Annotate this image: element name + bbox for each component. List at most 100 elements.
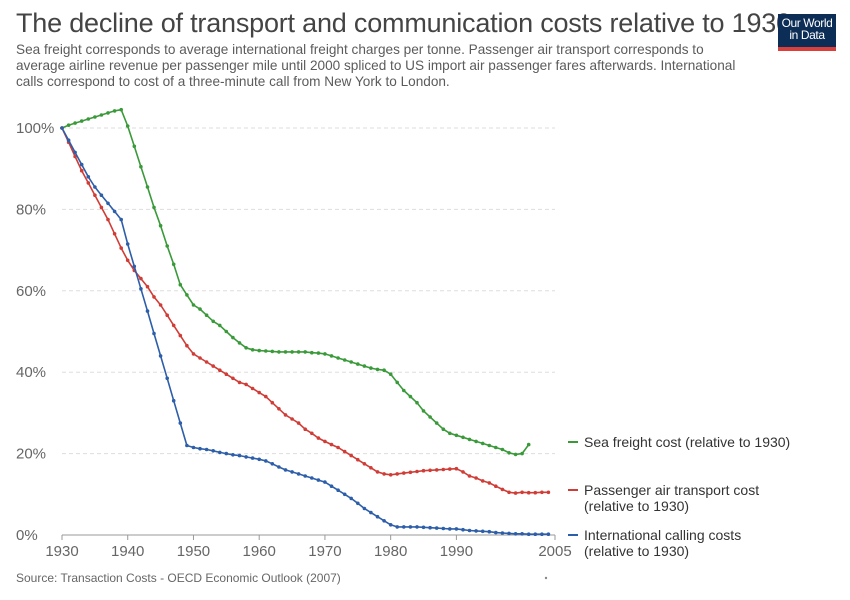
source-note[interactable]: Source: Transaction Costs - OECD Economi…	[16, 571, 341, 585]
data-point[interactable]	[257, 457, 262, 462]
data-point[interactable]	[349, 453, 354, 458]
data-point[interactable]	[86, 117, 91, 121]
data-point[interactable]	[125, 258, 130, 263]
data-point[interactable]	[178, 421, 183, 425]
data-point[interactable]	[185, 293, 189, 297]
data-point[interactable]	[211, 364, 215, 368]
data-point[interactable]	[283, 413, 288, 417]
data-point[interactable]	[434, 468, 439, 472]
data-point[interactable]	[191, 445, 196, 450]
data-point[interactable]	[441, 467, 446, 472]
data-point[interactable]	[474, 529, 478, 533]
data-point[interactable]	[349, 496, 354, 501]
data-point[interactable]	[86, 181, 91, 185]
data-point[interactable]	[112, 232, 117, 236]
data-point[interactable]	[428, 415, 432, 419]
data-point[interactable]	[454, 527, 459, 531]
data-point[interactable]	[119, 246, 123, 250]
data-point[interactable]	[185, 343, 189, 348]
data-point[interactable]	[513, 452, 518, 457]
data-point[interactable]	[158, 354, 163, 358]
data-point[interactable]	[211, 319, 215, 324]
legend-label[interactable]: Sea freight cost (relative to 1930)	[584, 434, 790, 450]
data-point[interactable]	[421, 525, 426, 530]
data-point[interactable]	[165, 313, 169, 318]
data-point[interactable]	[119, 217, 123, 222]
data-point[interactable]	[171, 262, 176, 267]
data-point[interactable]	[250, 348, 255, 352]
data-point[interactable]	[310, 476, 314, 480]
data-point[interactable]	[362, 364, 367, 368]
data-point[interactable]	[198, 446, 202, 451]
data-point[interactable]	[441, 526, 446, 531]
data-point[interactable]	[323, 352, 327, 356]
data-point[interactable]	[93, 185, 97, 189]
legend-label[interactable]: International calling costs (relative to …	[584, 527, 741, 559]
data-point[interactable]	[513, 491, 518, 495]
data-point[interactable]	[244, 382, 248, 387]
data-point[interactable]	[342, 358, 347, 362]
data-point[interactable]	[388, 473, 393, 477]
data-point[interactable]	[165, 244, 169, 248]
data-point[interactable]	[99, 205, 104, 210]
data-point[interactable]	[290, 350, 294, 354]
data-point[interactable]	[132, 144, 137, 149]
data-point[interactable]	[231, 335, 235, 340]
data-point[interactable]	[106, 201, 110, 206]
data-point[interactable]	[526, 532, 531, 536]
data-point[interactable]	[526, 490, 531, 495]
data-point[interactable]	[500, 531, 505, 535]
data-point[interactable]	[402, 388, 406, 393]
data-point[interactable]	[415, 400, 419, 405]
data-point[interactable]	[132, 264, 137, 269]
data-point[interactable]	[60, 126, 64, 130]
data-point[interactable]	[388, 523, 393, 527]
data-point[interactable]	[178, 282, 183, 287]
data-point[interactable]	[277, 407, 281, 411]
data-point[interactable]	[93, 115, 97, 119]
data-point[interactable]	[303, 474, 308, 478]
data-point[interactable]	[395, 380, 400, 385]
data-point[interactable]	[257, 390, 262, 395]
data-point[interactable]	[375, 514, 380, 519]
data-point[interactable]	[139, 287, 143, 291]
data-point[interactable]	[342, 449, 347, 454]
data-point[interactable]	[494, 445, 498, 450]
data-point[interactable]	[533, 490, 538, 495]
data-point[interactable]	[112, 109, 117, 113]
data-point[interactable]	[480, 441, 485, 446]
data-point[interactable]	[204, 360, 209, 364]
data-point[interactable]	[316, 351, 321, 355]
data-point[interactable]	[526, 442, 531, 447]
data-point[interactable]	[342, 492, 347, 497]
data-point[interactable]	[310, 431, 314, 436]
data-point[interactable]	[93, 193, 97, 197]
data-point[interactable]	[421, 468, 426, 473]
data-point[interactable]	[434, 421, 439, 425]
data-point[interactable]	[171, 323, 176, 328]
data-point[interactable]	[500, 487, 505, 492]
data-point[interactable]	[533, 532, 538, 536]
data-point[interactable]	[86, 175, 91, 179]
data-point[interactable]	[152, 331, 156, 336]
data-point[interactable]	[329, 484, 334, 489]
data-point[interactable]	[244, 455, 248, 459]
data-point[interactable]	[336, 488, 340, 493]
data-point[interactable]	[467, 474, 472, 478]
data-point[interactable]	[316, 436, 321, 440]
data-point[interactable]	[270, 349, 275, 354]
data-point[interactable]	[402, 525, 406, 529]
data-point[interactable]	[546, 532, 551, 536]
data-point[interactable]	[99, 193, 104, 197]
data-point[interactable]	[540, 490, 544, 495]
data-point[interactable]	[480, 479, 485, 483]
data-point[interactable]	[408, 470, 413, 475]
data-point[interactable]	[270, 462, 275, 466]
data-point[interactable]	[461, 527, 465, 532]
data-point[interactable]	[257, 348, 262, 353]
data-point[interactable]	[520, 451, 524, 456]
data-point[interactable]	[540, 532, 544, 536]
series-line[interactable]	[61, 108, 530, 456]
data-point[interactable]	[487, 481, 492, 485]
data-point[interactable]	[507, 531, 511, 536]
